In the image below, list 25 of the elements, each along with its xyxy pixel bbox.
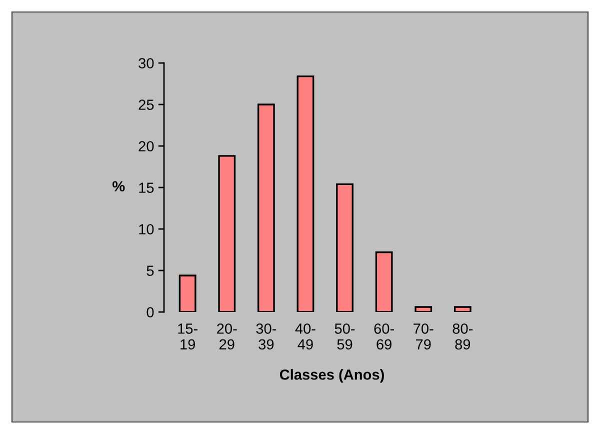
y-tick-label: 0	[146, 307, 154, 318]
x-tick-label: 60- 69	[374, 323, 394, 350]
y-tick-label: 5	[146, 266, 154, 276]
y-tick-label: 25	[138, 100, 154, 110]
x-tick-label: 20- 29	[217, 323, 237, 350]
x-tick-label: 30- 39	[256, 323, 276, 350]
x-tick-label: 80- 89	[452, 323, 473, 350]
bar	[296, 75, 314, 312]
bar	[414, 306, 432, 312]
bar	[375, 251, 393, 312]
y-tick-label: 10	[139, 224, 154, 234]
y-axis-title: %	[112, 181, 125, 192]
bar	[454, 306, 472, 312]
x-tick-label: 40- 49	[295, 323, 316, 350]
x-tick-label: 15- 19	[178, 324, 198, 350]
bar	[257, 104, 275, 312]
y-tick-label: 15	[139, 182, 154, 193]
x-tick-label: 50- 59	[334, 323, 355, 350]
bar	[336, 183, 354, 312]
x-tick-label: 70- 79	[414, 323, 434, 350]
y-tick-label: 30	[138, 58, 154, 68]
y-tick-label: 20	[138, 141, 154, 152]
bar	[178, 274, 196, 312]
bar	[218, 155, 236, 312]
x-axis-title: Classes (Anos)	[280, 369, 384, 383]
